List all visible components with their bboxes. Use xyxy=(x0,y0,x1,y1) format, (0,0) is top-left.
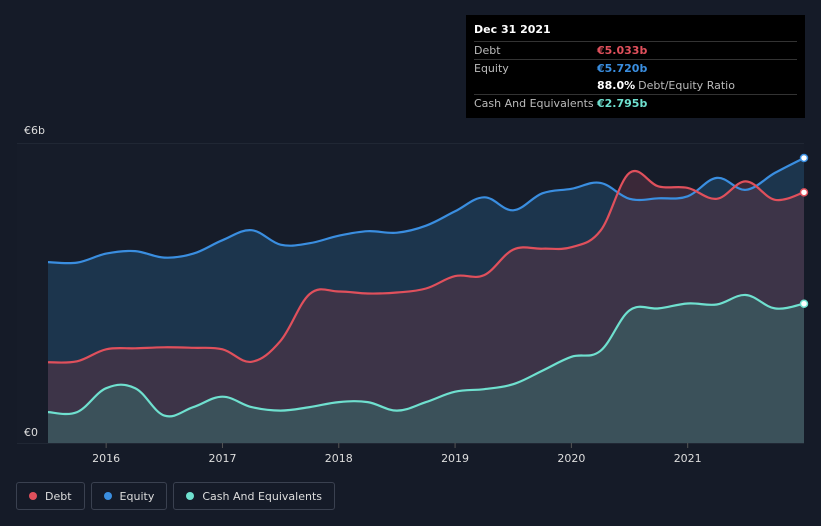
equity-dot-icon xyxy=(103,492,112,500)
end-marker-debt xyxy=(799,188,809,197)
line-cash-and-equivalents xyxy=(47,293,805,418)
x-tick-label: 2016 xyxy=(92,452,120,465)
series-end-markers xyxy=(799,153,809,308)
line-equity xyxy=(47,157,805,265)
tooltip-row-ratio: 88.0% Debt/Equity Ratio xyxy=(474,77,797,94)
y-tick-label: €0 xyxy=(24,426,38,439)
x-tick-label: 2019 xyxy=(441,452,469,465)
end-marker-cash-and-equivalents xyxy=(799,299,809,308)
y-axis-ticks: €0 €6b xyxy=(24,124,45,439)
x-tick-label: 2021 xyxy=(674,452,702,465)
legend-label: Cash And Equivalents xyxy=(202,489,322,503)
y-tick-label: €6b xyxy=(24,124,45,137)
x-axis-ticks: 2016 2017 2018 2019 2020 2021 xyxy=(92,443,702,465)
tooltip-label: Cash And Equivalents xyxy=(474,97,594,110)
tooltip-value-equity: €5.720b xyxy=(597,62,648,75)
legend-label: Debt xyxy=(45,489,72,503)
tooltip-row-cash: Cash And Equivalents €2.795b xyxy=(474,94,797,112)
legend-label: Equity xyxy=(119,489,155,503)
end-marker-equity xyxy=(799,153,809,163)
ratio-value: 88.0% xyxy=(597,79,636,92)
x-tick-label: 2017 xyxy=(208,452,236,465)
tooltip-value-cash: €2.795b xyxy=(597,97,648,110)
series-lines xyxy=(47,157,805,418)
tooltip-row-debt: Debt €5.033b xyxy=(474,41,797,59)
legend-item-debt[interactable]: Debt xyxy=(16,482,85,510)
tooltip-value-ratio: 88.0% Debt/Equity Ratio xyxy=(597,79,735,92)
x-tick-label: 2018 xyxy=(325,452,353,465)
legend-item-equity[interactable]: Equity xyxy=(90,482,168,510)
tooltip-label: Debt xyxy=(474,44,501,57)
x-tick-label: 2020 xyxy=(557,452,585,465)
tooltip-row-equity: Equity €5.720b xyxy=(474,59,797,77)
debt-dot-icon xyxy=(29,492,37,500)
line-debt xyxy=(47,169,805,364)
ratio-caption: Debt/Equity Ratio xyxy=(638,79,735,92)
tooltip-date: Dec 31 2021 xyxy=(474,23,551,36)
tooltip-label: Equity xyxy=(474,62,509,75)
legend-item-cash[interactable]: Cash And Equivalents xyxy=(173,482,335,510)
data-tooltip: Dec 31 2021 Debt €5.033b Equity €5.720b … xyxy=(466,15,805,118)
chart-legend: Debt Equity Cash And Equivalents xyxy=(16,482,335,510)
cash-dot-icon xyxy=(186,492,195,500)
tooltip-value-debt: €5.033b xyxy=(597,44,648,57)
